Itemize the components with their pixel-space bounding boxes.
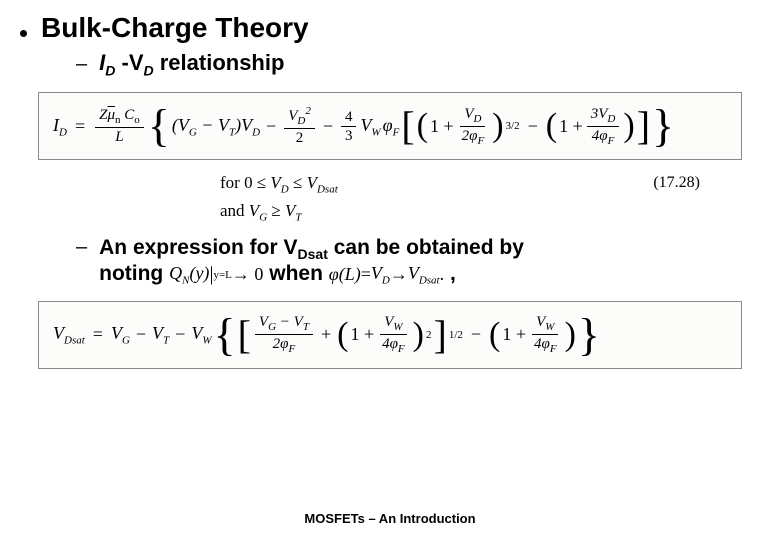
eq2-frac3: VW 4φF — [530, 313, 561, 356]
dash-icon: – — [76, 53, 87, 76]
eq1-lhs-sub: D — [59, 126, 67, 138]
eq1-frac3: 4 3 — [341, 108, 357, 145]
equation-box-1: ID = Zμn Co L { (VG − VT)VD − VD2 2 − 4 … — [38, 92, 742, 160]
page-heading: Bulk-Charge Theory — [41, 12, 309, 44]
sub1-text: ID -VD relationship — [99, 50, 284, 78]
bullet-icon — [20, 30, 27, 37]
equation-number: (17.28) — [653, 174, 700, 192]
sub-bullet-1: – ID -VD relationship — [76, 50, 760, 78]
conditions-row: for 0 ≤ VD ≤ VDsat and VG ≥ VT (17.28) — [20, 170, 760, 226]
sub1-D1: D — [105, 62, 115, 78]
sub-bullet-2: – An expression for VDsat can be obtaine… — [76, 236, 760, 286]
footer-text: MOSFETs – An Introduction — [0, 511, 780, 526]
sub2-phi-expr: φ(L) = VD → VDsat . — [329, 263, 444, 287]
sub1-suffix: relationship — [154, 50, 285, 75]
eq1-frac1-den: L — [111, 128, 127, 146]
sub2-l1a: An expression for V — [99, 236, 297, 259]
eq1-frac2-den: 2 — [292, 129, 308, 147]
eq2-half: 1/2 — [449, 329, 463, 341]
eq1-frac3-den: 3 — [341, 127, 357, 145]
eq2-frac2: VW 4φF — [378, 313, 409, 356]
sub2-comma: , — [450, 262, 456, 285]
eq1-inner2-frac: 3VD 4φF — [587, 105, 620, 148]
eq1-minus2: − — [323, 116, 333, 137]
sub2-when: when — [269, 262, 329, 285]
equation-1: ID = Zμn Co L { (VG − VT)VD − VD2 2 − 4 … — [53, 103, 727, 149]
eq1-frac2: VD2 2 — [284, 105, 315, 147]
cond1-mid: ≤ — [289, 173, 307, 192]
sub2-line1: An expression for VDsat can be obtained … — [99, 236, 524, 262]
sub2-line2: noting QN(y)|y=L → 0 when φ(L) = VD → VD… — [99, 262, 524, 286]
sub1-mid: -V — [115, 50, 143, 75]
cond1-pre: for 0 ≤ — [220, 173, 270, 192]
equation-2: VDsat = VG − VT − VW { [ VG − VT 2φF + (… — [53, 312, 727, 358]
eq1-inner1-frac: VD 2φF — [458, 105, 489, 148]
sub2-l1b: Dsat — [298, 246, 328, 262]
eq2-sq: 2 — [426, 329, 432, 341]
eq2-frac1: VG − VT 2φF — [255, 313, 313, 356]
heading-row: Bulk-Charge Theory — [20, 12, 760, 44]
sub2-text: An expression for VDsat can be obtained … — [99, 236, 524, 286]
eq1-minus1: − — [266, 116, 276, 137]
cond-line-2: and VG ≥ VT — [220, 198, 760, 226]
equation-box-2: VDsat = VG − VT − VW { [ VG − VT 2φF + (… — [38, 301, 742, 369]
sub2-l2a: noting — [99, 262, 169, 285]
cond2-mid: ≥ — [267, 201, 285, 220]
sub2-l1c: can be obtained by — [328, 236, 524, 259]
dash-icon-2: – — [76, 236, 87, 259]
sub1-D2: D — [144, 62, 154, 78]
eq1-pow32: 3/2 — [506, 120, 520, 132]
eq1-frac1: Zμn Co L — [95, 106, 144, 146]
cond2-pre: and — [220, 201, 249, 220]
eq1-frac3-num: 4 — [341, 108, 357, 127]
sub2-qn-expr: QN(y)|y=L → 0 — [169, 263, 263, 287]
